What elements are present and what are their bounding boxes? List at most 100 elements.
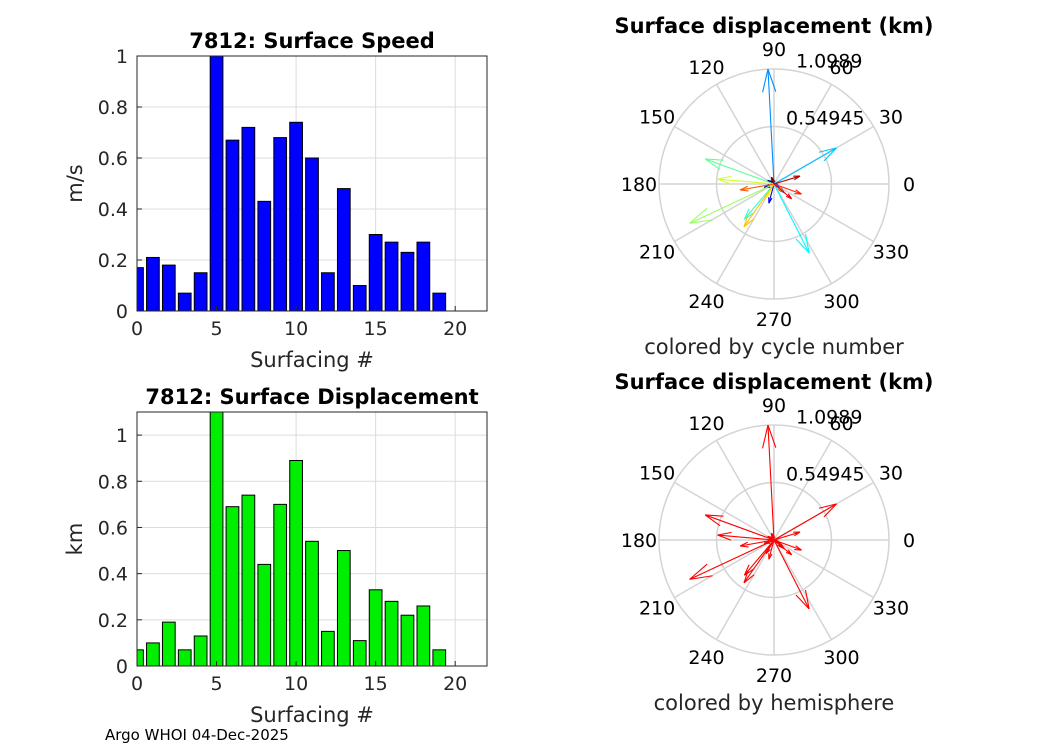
polar-hemi-arrow-head-15-1 <box>739 541 748 547</box>
polar-hemi-arrow-9 <box>704 514 775 541</box>
polar-cycle-arrow-18 <box>773 175 801 185</box>
speed-ytick-label-0: 0 <box>116 301 128 323</box>
polar-hemi-r-label-1: 1.0989 <box>796 407 862 429</box>
speed-bar-9 <box>273 137 288 311</box>
polar-cycle-arrow-head-6-1 <box>823 147 837 162</box>
polar-cycle-angle-label-6: 180 <box>621 174 657 196</box>
polar-hemi-arrow-head-9-0 <box>704 514 721 527</box>
speed-bar-16 <box>384 241 399 311</box>
polar-hemi-arrow-shaft-5 <box>767 425 775 541</box>
polar-cycle-arrow-head-9-1 <box>705 158 724 161</box>
polar-cycle-arrow-shaft-5 <box>767 69 775 185</box>
polar-cycle-arrow-head-0-1 <box>767 179 774 183</box>
speed-bar-18 <box>416 241 431 311</box>
polar-hemi-arrow-head-5-1 <box>767 424 777 448</box>
polar-cycle-arrow-head-15-0 <box>739 189 749 192</box>
speed-axes-box <box>136 55 488 312</box>
speed-title: 7812: Surface Speed <box>189 29 435 53</box>
polar-cycle-arrow-head-8-1 <box>743 208 750 220</box>
polar-cycle-arrow-7 <box>773 183 810 254</box>
polar-cycle-angle-label-4: 120 <box>688 57 724 79</box>
polar-cycle-arrow-head-8-0 <box>744 212 755 220</box>
polar-cycle-arrow-head-13-1 <box>743 214 749 228</box>
polar-cycle-arrow-16 <box>773 183 802 195</box>
polar-cycle-angle-label-8: 240 <box>688 291 724 313</box>
polar-cycle-arrow-head-11-1 <box>717 175 732 180</box>
disp-bar-4 <box>193 635 208 666</box>
speed-bar-14 <box>352 285 367 311</box>
disp-bar-17 <box>400 614 415 666</box>
speed-xtick-label-2: 10 <box>284 318 308 340</box>
polar-hemi-arrow-15 <box>739 539 775 548</box>
disp-ytick-label-0: 0 <box>116 656 128 678</box>
disp-bar-6 <box>225 506 240 666</box>
polar-cycle-arrow-shaft-6 <box>773 147 837 185</box>
disp-ytick-label-3: 0.6 <box>98 517 128 539</box>
speed-bars <box>137 56 447 311</box>
polar-cycle-arrow-head-5-0 <box>762 68 769 93</box>
speed-bar-11 <box>305 157 319 311</box>
polar-hemi-arrow-head-13-1 <box>743 570 749 584</box>
speed-bar-3 <box>177 292 192 311</box>
speed-ytick-label-1: 0.2 <box>98 250 128 272</box>
polar-hemi-arrow-shaft-9 <box>704 514 775 541</box>
polar-cycle-arrow-shaft-13 <box>743 183 775 228</box>
polar-hemi-arrow-head-11-0 <box>717 534 732 541</box>
polar-cycle-arrow-shaft-15 <box>739 183 775 191</box>
polar-hemi-arrow-shaft-13 <box>743 539 775 584</box>
polar-hemi-title: Surface displacement (km) <box>614 370 933 394</box>
polar-hemi-arrow-head-7-1 <box>795 594 810 610</box>
polar-cycle-arrow-8 <box>743 183 775 220</box>
polar-cycle-arrow-11 <box>717 175 775 185</box>
polar-hemi-arrow-16 <box>773 539 802 551</box>
polar-hemi-arrow-shaft-7 <box>773 539 810 610</box>
disp-xlabel: Surfacing # <box>250 703 374 727</box>
disp-bar-7 <box>241 494 256 666</box>
polar-hemi-angle-label-5: 150 <box>639 463 675 485</box>
speed-bar-17 <box>400 251 415 311</box>
polar-cycle-xlabel: colored by cycle number <box>644 335 904 359</box>
polar-cycle-arrow-shaft-16 <box>773 183 802 195</box>
polar-cycle-arrow-head-9-0 <box>704 158 721 171</box>
polar-cycle-arrow-head-7-1 <box>795 238 810 254</box>
disp-bar-14 <box>352 640 367 666</box>
polar-cycle-arrow-shaft-10 <box>689 183 775 224</box>
polar-cycle-arrow-shaft-9 <box>704 158 775 185</box>
speed-xtick-label-0: 0 <box>131 318 143 340</box>
polar-hemi-arrow-head-10-0 <box>689 575 713 580</box>
disp-xtick-label-4: 20 <box>443 673 467 695</box>
polar-cycle-arrow-head-7-0 <box>804 233 810 254</box>
speed-xtick-label-4: 20 <box>443 318 467 340</box>
polar-cycle-angle-label-1: 30 <box>879 107 903 129</box>
polar-hemi-arrow-2 <box>768 539 775 560</box>
polar-hemi-arrow-shaft-18 <box>773 531 801 541</box>
disp-bar-2 <box>161 621 176 666</box>
speed-ytick-label-3: 0.6 <box>98 148 128 170</box>
polar-cycle-arrow-head-16-0 <box>795 189 802 195</box>
polar-hemi-arrow-head-16-1 <box>794 548 802 551</box>
disp-bar-10 <box>289 459 303 666</box>
disp-bar-18 <box>416 605 431 666</box>
disp-ytick-label-2: 0.4 <box>98 564 128 586</box>
polar-hemi-angle-label-6: 180 <box>621 530 657 552</box>
polar-hemi-angle-label-1: 30 <box>879 463 903 485</box>
polar-hemi-angle-label-11: 330 <box>873 598 909 620</box>
speed-bar-5 <box>209 56 224 311</box>
polar-hemi-angle-label-4: 120 <box>688 413 724 435</box>
polar-hemi-arrow-head-19-1 <box>771 532 776 539</box>
speed-xlabel: Surfacing # <box>250 348 374 372</box>
polar-cycle-arrow-head-6-0 <box>818 147 837 153</box>
speed-bar-12 <box>321 272 335 311</box>
polar-hemi-arrow-head-6-1 <box>823 503 837 518</box>
polar-hemi-angle-label-8: 240 <box>688 647 724 669</box>
disp-xtick-label-0: 0 <box>131 673 143 695</box>
polar-cycle-angle-label-10: 300 <box>823 291 859 313</box>
polar-cycle-angle-label-11: 330 <box>873 242 909 264</box>
speed-bar-13 <box>336 188 351 311</box>
polar-hemi-arrow-shaft-15 <box>739 539 775 547</box>
speed-bar-2 <box>161 264 176 311</box>
polar-cycle-arrow-shaft-2 <box>768 183 775 204</box>
polar-cycle-arrow-13 <box>743 183 775 228</box>
polar-hemi-arrow-head-9-1 <box>705 514 724 517</box>
